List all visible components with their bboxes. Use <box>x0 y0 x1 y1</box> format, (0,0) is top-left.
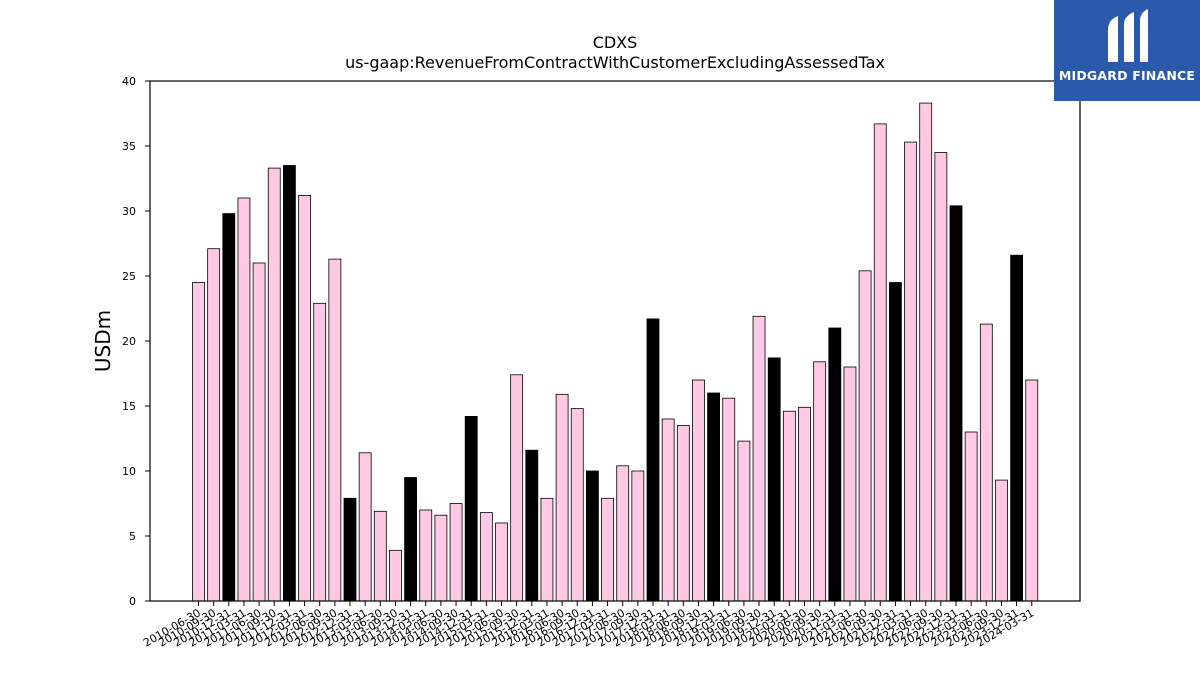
bar-2016-12-31 <box>586 470 599 602</box>
chart-subtitle: us-gaap:RevenueFromContractWithCustomerE… <box>345 53 885 72</box>
bar-2020-09-30 <box>813 361 827 602</box>
bar-2018-03-31 <box>661 418 675 602</box>
y-tick-label: 40 <box>122 75 136 88</box>
bar-2018-06-30 <box>676 425 690 602</box>
bar-2013-12-31 <box>404 477 418 602</box>
chart-title: CDXS <box>593 33 638 52</box>
bar-2021-03-31 <box>843 366 857 602</box>
bar-2023-03-31 <box>964 431 978 602</box>
bar-2021-06-30 <box>858 270 872 602</box>
y-tick-label: 15 <box>122 400 136 413</box>
bar-2013-09-30 <box>389 549 402 602</box>
bar-2015-06-30 <box>495 522 508 602</box>
bar-2022-03-31 <box>904 141 917 602</box>
bar-2013-06-30 <box>373 510 387 602</box>
bar-2014-12-31 <box>464 415 478 602</box>
bar-2020-06-30 <box>798 406 811 602</box>
y-axis-ticks: 0 5 10 15 20 25 30 35 40 <box>122 75 150 608</box>
bar-2023-09-30 <box>995 479 1008 602</box>
bar-2015-03-31 <box>479 512 493 602</box>
bar-2017-03-31 <box>601 497 614 602</box>
midgard-m-logo-icon <box>1108 9 1148 62</box>
bar-2015-12-31 <box>525 449 539 602</box>
bar-2017-12-31 <box>646 318 660 602</box>
bar-2011-06-30 <box>252 262 266 602</box>
bar-2012-09-30 <box>328 258 342 602</box>
bar-2019-12-31 <box>767 357 781 602</box>
bar-2016-09-30 <box>570 408 584 602</box>
bar-2013-03-31 <box>358 452 372 602</box>
bar-2018-12-31 <box>707 392 720 602</box>
y-tick-label: 35 <box>122 140 136 153</box>
bar-2019-06-30 <box>737 440 751 602</box>
bar-2012-03-31 <box>298 194 311 602</box>
bar-2017-06-30 <box>616 465 630 602</box>
bar-2012-06-30 <box>313 302 327 602</box>
bar-2022-12-31 <box>949 205 963 602</box>
bar-2019-03-31 <box>722 397 736 602</box>
bar-2023-12-31 <box>1010 254 1023 602</box>
y-tick-label: 0 <box>129 595 136 608</box>
logo-text: MIDGARD FINANCE <box>1058 68 1196 83</box>
y-tick-label: 25 <box>122 270 136 283</box>
bar-2022-09-30 <box>934 152 948 602</box>
bar-2010-09-30 <box>207 248 221 602</box>
bar-2017-09-30 <box>631 470 645 602</box>
y-axis-label: USDm <box>91 310 115 372</box>
y-tick-label: 10 <box>122 465 136 478</box>
bar-2010-06-30 <box>192 282 205 602</box>
y-tick-label: 20 <box>122 335 136 348</box>
x-axis-ticks: 2010-06-302010-09-302010-12-312011-03-31… <box>141 601 1036 650</box>
bar-2020-12-31 <box>828 327 842 602</box>
bar-2011-09-30 <box>267 167 281 602</box>
bar-2014-03-31 <box>419 509 433 602</box>
bar-2015-09-30 <box>510 374 524 602</box>
bar-2018-09-30 <box>692 379 705 602</box>
plot-frame <box>149 80 1081 602</box>
bar-2016-03-31 <box>540 497 554 602</box>
bars-group <box>192 102 1039 602</box>
bar-2021-12-31 <box>889 282 902 602</box>
brand-logo: MIDGARD FINANCE <box>1054 0 1200 101</box>
bar-2011-12-31 <box>282 165 296 602</box>
bar-2022-06-30 <box>919 102 933 602</box>
bar-2014-09-30 <box>449 503 463 602</box>
y-tick-label: 30 <box>122 205 136 218</box>
bar-2016-06-30 <box>555 393 569 602</box>
bar-2010-12-31 <box>222 213 236 602</box>
bar-2023-06-30 <box>979 323 993 602</box>
bar-2011-03-31 <box>237 197 251 602</box>
bar-2020-03-31 <box>782 410 796 602</box>
bar-2021-09-30 <box>873 123 887 602</box>
bar-2014-06-30 <box>434 514 448 602</box>
bar-2012-12-31 <box>343 497 357 602</box>
y-tick-label: 5 <box>129 530 136 543</box>
bar-2019-09-30 <box>752 315 766 602</box>
bar-2024-03-31 <box>1025 379 1039 602</box>
